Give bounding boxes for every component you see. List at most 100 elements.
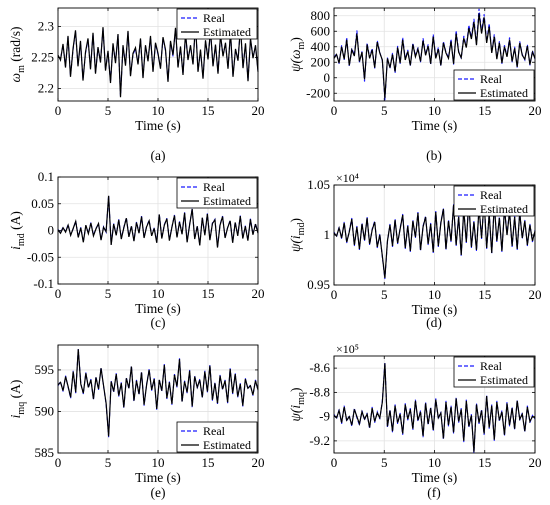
y-tick-label: 2.2 <box>38 81 54 96</box>
x-tick-label: 20 <box>529 103 542 118</box>
x-tick-label: 15 <box>202 455 215 470</box>
y-tick-label: 590 <box>35 403 55 418</box>
x-tick-label: 10 <box>428 455 441 470</box>
y-tick-label: -9.2 <box>309 433 330 448</box>
legend-box <box>176 421 258 453</box>
x-tick-label: 5 <box>381 455 388 470</box>
panel-f: 0 5 10 15 20 -9.2 -9 -8.8 -8.6 ×10⁵ Time (s) ψ(imq)… <box>288 342 542 500</box>
legend-box <box>453 185 535 217</box>
x-axis-label: Time (s) <box>412 470 458 485</box>
x-tick-label: 5 <box>105 103 112 118</box>
legend-estimated-label: Estimated <box>203 25 251 39</box>
y-tick-label: -0.1 <box>33 276 54 291</box>
x-tick-label: 5 <box>381 103 388 118</box>
legend-real-label: Real <box>480 72 503 86</box>
y-tick-label: 200 <box>311 54 331 69</box>
legend-real-label: Real <box>480 188 503 202</box>
y-tick-label: 2.3 <box>38 19 54 34</box>
legend-estimated-label: Estimated <box>203 438 251 452</box>
y-tick-label: 400 <box>311 39 331 54</box>
legend-estimated-label: Estimated <box>480 86 528 100</box>
panel-e: 0 5 10 15 20 585 590 595 Time (s) imq (A) RealEsti… <box>8 344 265 500</box>
x-tick-label: 0 <box>331 103 338 118</box>
legend-box <box>176 8 258 40</box>
y-tick-label: 0 <box>324 70 331 85</box>
y-axis-label: ψ(imq) <box>288 388 307 422</box>
x-tick-label: 5 <box>105 455 112 470</box>
x-tick-label: 0 <box>331 287 338 302</box>
panel-c: 0 5 10 15 20 -0.1 -0.05 0 0.05 0.1 Time (s) imd (A)… <box>8 169 265 330</box>
legend-estimated-label: Estimated <box>480 373 528 387</box>
series-estimated-line <box>57 349 259 437</box>
y-axis-label: imd (A) <box>8 211 27 250</box>
panel-caption: (b) <box>426 148 442 163</box>
legend-box <box>453 356 535 388</box>
x-axis-label: Time (s) <box>412 118 458 133</box>
legend-real-label: Real <box>203 11 226 25</box>
y-tick-label: 585 <box>35 445 55 460</box>
y-axis-label: ψ(ωm) <box>288 37 307 72</box>
y-tick-label: 600 <box>311 23 331 38</box>
series-estimated-line <box>57 23 259 98</box>
y-tick-label: 0.05 <box>31 196 54 211</box>
y-tick-label: 800 <box>311 8 331 23</box>
legend-real-label: Real <box>480 359 503 373</box>
panel-caption: (c) <box>151 315 166 330</box>
y-tick-label: 0 <box>48 223 55 238</box>
legend-estimated-label: Estimated <box>203 194 251 208</box>
x-tick-label: 10 <box>152 103 165 118</box>
series-estimated-line <box>333 363 536 452</box>
y-tick-label: 1 <box>324 227 331 242</box>
x-tick-label: 10 <box>428 103 441 118</box>
series-estimated-line <box>57 195 259 248</box>
y-axis-label: ψ(imd) <box>288 218 307 252</box>
y-exponent-label: ×10⁴ <box>336 171 359 185</box>
y-axis-label: imq (A) <box>8 380 27 419</box>
x-tick-label: 10 <box>152 286 165 301</box>
panel-a: 0 5 10 15 20 2.2 2.25 2.3 Time (s) ωm (rad/s) Real… <box>8 7 265 163</box>
x-tick-label: 15 <box>202 286 215 301</box>
legend-real-label: Real <box>203 180 226 194</box>
x-tick-label: 0 <box>55 455 62 470</box>
x-tick-label: 20 <box>529 287 542 302</box>
series-estimated-line <box>333 200 536 279</box>
legend-box <box>176 177 258 209</box>
y-tick-label: 0.95 <box>307 277 330 292</box>
legend-estimated-label: Estimated <box>480 202 528 216</box>
legend-real-label: Real <box>203 424 226 438</box>
legend-box <box>453 69 535 101</box>
x-tick-label: 20 <box>252 103 265 118</box>
x-tick-label: 10 <box>152 455 165 470</box>
y-tick-label: -9 <box>319 409 330 424</box>
x-axis-label: Time (s) <box>135 470 181 485</box>
x-tick-label: 0 <box>55 286 62 301</box>
panel-d: 0 5 10 15 20 0.95 1 1.05 ×10⁴ Time (s) ψ(imd) RealE… <box>288 171 542 330</box>
y-tick-label: -200 <box>306 85 330 100</box>
x-tick-label: 10 <box>428 287 441 302</box>
y-exponent-label: ×10⁵ <box>336 342 359 356</box>
x-tick-label: 15 <box>478 287 491 302</box>
x-tick-label: 15 <box>478 103 491 118</box>
panel-caption: (a) <box>151 148 166 163</box>
y-tick-label: 1.05 <box>307 177 330 192</box>
y-tick-label: 0.1 <box>38 169 54 184</box>
x-axis-label: Time (s) <box>412 302 458 317</box>
panel-caption: (d) <box>426 315 442 330</box>
x-tick-label: 15 <box>478 455 491 470</box>
x-axis-label: Time (s) <box>135 118 181 133</box>
y-tick-label: -8.6 <box>309 360 330 375</box>
x-tick-label: 15 <box>202 103 215 118</box>
x-tick-label: 5 <box>105 286 112 301</box>
x-tick-label: 0 <box>331 455 338 470</box>
x-tick-label: 5 <box>381 287 388 302</box>
y-axis-label: ωm (rad/s) <box>8 27 27 83</box>
y-tick-label: 2.25 <box>31 50 54 65</box>
y-tick-label: 595 <box>35 362 55 377</box>
